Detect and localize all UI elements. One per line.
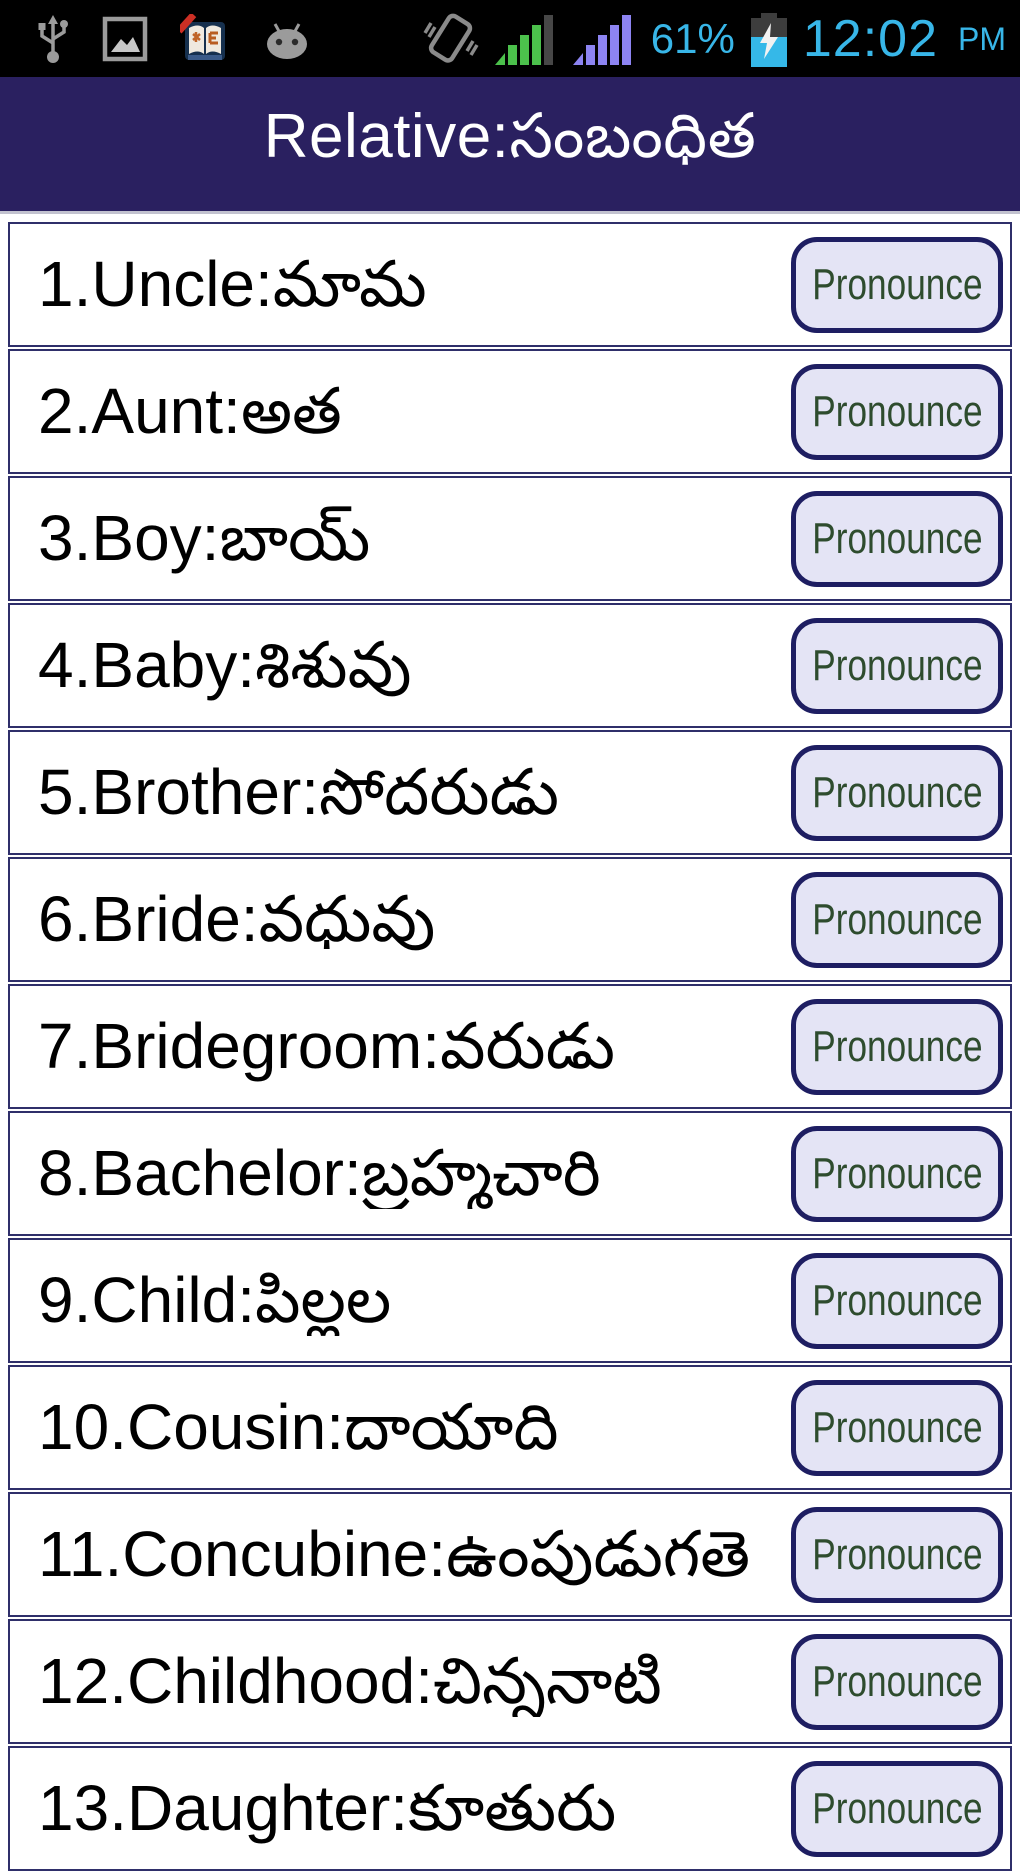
word-label: 5.Brother:సోదరుడు: [38, 757, 559, 828]
pronounce-button[interactable]: Pronounce: [791, 1506, 1003, 1603]
list-item[interactable]: 5.Brother:సోదరుడు Pronounce: [8, 730, 1012, 855]
list-item[interactable]: 7.Bridegroom:వరుడు Pronounce: [8, 984, 1012, 1109]
list-item[interactable]: 13.Daughter:కూతురు Pronounce: [8, 1746, 1012, 1871]
list-item[interactable]: 10.Cousin:దాయాది Pronounce: [8, 1365, 1012, 1490]
list-item[interactable]: 8.Bachelor:బ్రహ్మచారి Pronounce: [8, 1111, 1012, 1236]
pronounce-button-label: Pronounce: [811, 1148, 983, 1198]
clock-time: 12:02: [802, 9, 938, 68]
pronounce-button[interactable]: Pronounce: [791, 490, 1003, 587]
word-label: 13.Daughter:కూతురు: [38, 1773, 617, 1844]
app-header: Relative:సంబంధిత: [0, 77, 1020, 214]
vibrate-icon: [421, 11, 479, 67]
word-label: 7.Bridegroom:వరుడు: [38, 1011, 616, 1082]
pronounce-button-label: Pronounce: [811, 386, 983, 436]
pronounce-button-label: Pronounce: [811, 259, 983, 309]
battery-charging-icon: [750, 12, 787, 67]
word-label: 12.Childhood:చిన్ననాటి: [38, 1646, 662, 1717]
pronounce-button[interactable]: Pronounce: [791, 871, 1003, 968]
pronounce-button[interactable]: Pronounce: [791, 998, 1003, 1095]
status-bar-left: [36, 13, 312, 65]
pronounce-button-label: Pronounce: [811, 1402, 983, 1452]
pronounce-button-label: Pronounce: [811, 767, 983, 817]
pronounce-button[interactable]: Pronounce: [791, 1379, 1003, 1476]
list-item[interactable]: 3.Boy:బాయ్ Pronounce: [8, 476, 1012, 601]
list-item[interactable]: 1.Uncle:మామ Pronounce: [8, 222, 1012, 347]
signal-strength-green-icon: [494, 13, 557, 65]
pronounce-button-label: Pronounce: [811, 894, 983, 944]
pronounce-button[interactable]: Pronounce: [791, 617, 1003, 714]
pronounce-button[interactable]: Pronounce: [791, 363, 1003, 460]
word-label: 9.Child:పిల్లల: [38, 1265, 392, 1336]
pronounce-button[interactable]: Pronounce: [791, 236, 1003, 333]
list-item[interactable]: 2.Aunt:అత Pronounce: [8, 349, 1012, 474]
android-icon: [262, 17, 312, 61]
clock-meridiem: PM: [958, 20, 1006, 57]
pronounce-button-label: Pronounce: [811, 640, 983, 690]
pronounce-button-label: Pronounce: [811, 1021, 983, 1071]
list-item[interactable]: 12.Childhood:చిన్ననాటి Pronounce: [8, 1619, 1012, 1744]
pronounce-button[interactable]: Pronounce: [791, 1760, 1003, 1857]
word-label: 8.Bachelor:బ్రహ్మచారి: [38, 1138, 601, 1209]
word-label: 3.Boy:బాయ్: [38, 503, 371, 574]
word-label: 10.Cousin:దాయాది: [38, 1392, 559, 1463]
list-item[interactable]: 6.Bride:వధువు Pronounce: [8, 857, 1012, 982]
pronounce-button[interactable]: Pronounce: [791, 1125, 1003, 1222]
pronounce-button-label: Pronounce: [811, 1656, 983, 1706]
pronounce-button[interactable]: Pronounce: [791, 1633, 1003, 1730]
word-label: 1.Uncle:మామ: [38, 249, 427, 320]
word-label: 11.Concubine:ఉంపుడుగతె: [38, 1519, 750, 1590]
signal-strength-purple-icon: [572, 13, 635, 65]
pronounce-button-label: Pronounce: [811, 1275, 983, 1325]
page-title: Relative:సంబంధిత: [263, 102, 757, 171]
word-label: 4.Baby:శిశువు: [38, 630, 412, 701]
pronounce-button-label: Pronounce: [811, 1783, 983, 1833]
pronounce-button-label: Pronounce: [811, 513, 983, 563]
word-list: 1.Uncle:మామ Pronounce 2.Aunt:అత Pronounc…: [0, 214, 1020, 1871]
word-label: 6.Bride:వధువు: [38, 884, 436, 955]
battery-percent: 61%: [650, 14, 735, 62]
list-item[interactable]: 4.Baby:శిశువు Pronounce: [8, 603, 1012, 728]
pronounce-button[interactable]: Pronounce: [791, 744, 1003, 841]
gallery-icon: [102, 16, 148, 62]
status-bar: 61% 12:02 PM: [0, 0, 1020, 77]
list-item[interactable]: 11.Concubine:ఉంపుడుగతె Pronounce: [8, 1492, 1012, 1617]
list-item[interactable]: 9.Child:పిల్లల Pronounce: [8, 1238, 1012, 1363]
pronounce-button[interactable]: Pronounce: [791, 1252, 1003, 1349]
pronounce-button-label: Pronounce: [811, 1529, 983, 1579]
word-label: 2.Aunt:అత: [38, 376, 342, 447]
dictionary-app-icon: [180, 13, 230, 64]
usb-icon: [36, 13, 70, 65]
status-bar-right: 61% 12:02 PM: [421, 11, 1006, 67]
